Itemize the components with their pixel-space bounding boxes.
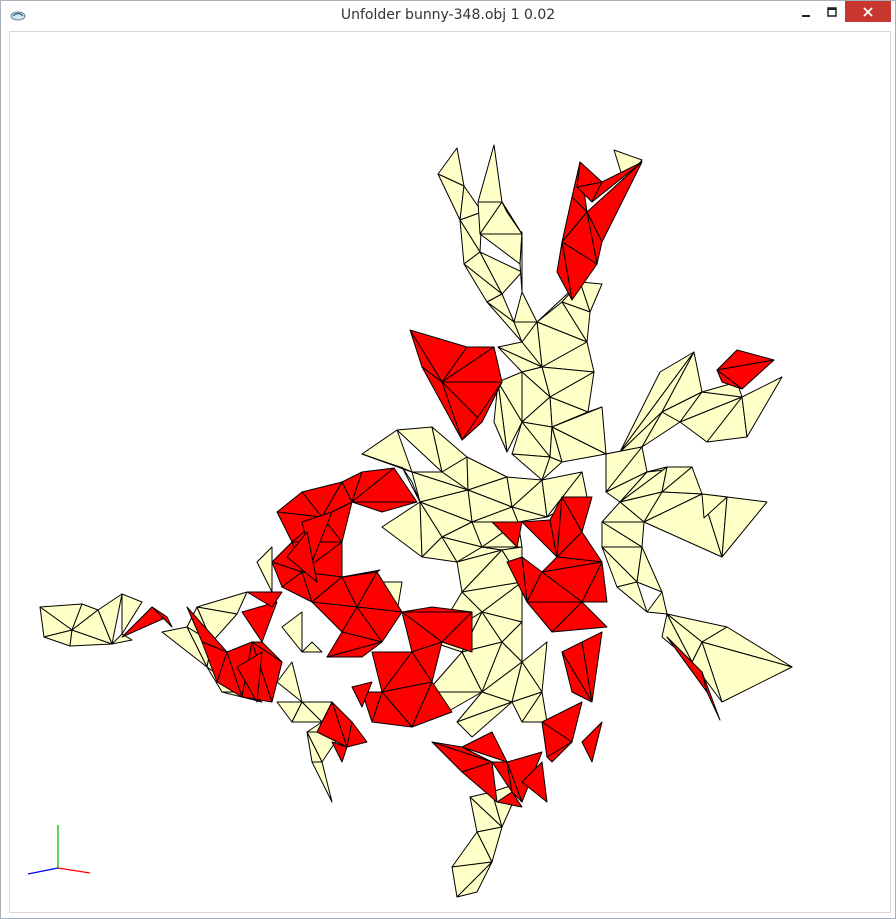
mesh-face-overlap: [421, 366, 463, 441]
mesh-face-overlap: [581, 631, 603, 703]
mesh-face-overlap: [241, 601, 278, 643]
mesh-face-overlap: [521, 761, 548, 803]
mesh-face-overlap: [351, 681, 373, 708]
mesh-face-overlap: [461, 731, 508, 763]
mesh-face: [401, 466, 421, 503]
mesh-face: [276, 661, 303, 703]
mesh-face-overlap: [151, 606, 173, 628]
minimize-button[interactable]: [791, 1, 821, 23]
mesh-face-overlap: [461, 381, 503, 441]
window-title: Unfolder bunny-348.obj 1 0.02: [340, 7, 556, 23]
mesh-face-overlap: [246, 591, 283, 608]
app-icon: [10, 11, 26, 21]
mesh-face: [541, 456, 563, 481]
mesh-face-overlap: [316, 701, 348, 748]
mesh-face: [311, 761, 333, 803]
mesh-face-overlap: [546, 741, 573, 763]
mesh-face-overlap: [576, 161, 603, 188]
mesh-face: [506, 476, 543, 508]
mesh-face: [256, 546, 273, 593]
mesh-face-overlap: [506, 761, 523, 803]
mesh-face-overlap: [281, 571, 313, 603]
mesh-face: [111, 633, 133, 645]
close-icon: [863, 6, 873, 17]
mesh-face-overlap: [341, 569, 381, 578]
unfold-viewport[interactable]: [9, 31, 891, 913]
mesh-face: [501, 201, 523, 235]
maximize-button[interactable]: [817, 1, 847, 23]
mesh-face: [479, 251, 523, 295]
mesh-face-overlap: [496, 791, 523, 808]
mesh-face: [521, 691, 548, 723]
title-bar[interactable]: Unfolder bunny-348.obj 1 0.02: [1, 1, 895, 31]
mesh-face-overlap: [441, 611, 473, 653]
mesh-face: [196, 606, 238, 643]
mesh-face: [456, 701, 513, 738]
mesh-face: [291, 701, 323, 723]
mesh-face-overlap: [346, 721, 368, 748]
mesh-face-overlap: [556, 241, 573, 301]
mesh-face: [741, 376, 783, 438]
mesh-face: [71, 609, 113, 645]
mesh-face-overlap: [331, 741, 348, 763]
mesh-face: [616, 581, 648, 613]
mesh-face: [161, 626, 208, 668]
mesh-face-overlap: [581, 721, 603, 763]
mesh-face-overlap: [236, 651, 263, 703]
mesh-face-overlap: [701, 671, 721, 721]
mesh-face-overlap: [591, 161, 643, 203]
mesh-face: [701, 493, 728, 519]
mesh-face: [361, 453, 413, 473]
mesh-face: [519, 233, 523, 293]
mesh-face-overlap: [326, 641, 383, 658]
mesh-face: [456, 861, 493, 898]
mesh-face: [513, 291, 538, 323]
mesh-faces: [39, 144, 793, 898]
mesh-face: [493, 381, 508, 453]
mesh-face-overlap: [361, 691, 383, 723]
mesh-face: [646, 591, 668, 615]
mesh-face: [477, 144, 503, 203]
maximize-icon: [827, 7, 837, 17]
mesh-face-overlap: [411, 681, 453, 728]
mesh-face-overlap: [561, 651, 593, 703]
close-button[interactable]: [845, 1, 891, 22]
mesh-face-overlap: [581, 561, 608, 603]
mesh-face-overlap: [251, 641, 283, 663]
mesh-face: [121, 593, 143, 635]
mesh-face-overlap: [356, 606, 403, 643]
mesh-face-overlap: [491, 521, 523, 548]
mesh-face: [636, 546, 663, 593]
minimize-icon: [802, 15, 810, 17]
mesh-face-overlap: [506, 556, 528, 603]
mesh-face: [511, 506, 548, 523]
mesh-face-overlap: [551, 601, 608, 633]
mesh-face: [721, 496, 768, 558]
unfolded-mesh[interactable]: [10, 32, 890, 912]
mesh-face: [281, 611, 303, 653]
mesh-face-overlap: [286, 531, 318, 583]
mesh-face-overlap: [351, 501, 418, 513]
mesh-face: [306, 731, 323, 763]
mesh-face-overlap: [461, 761, 498, 803]
mesh-face-overlap: [716, 369, 743, 390]
mesh-face: [301, 641, 323, 653]
